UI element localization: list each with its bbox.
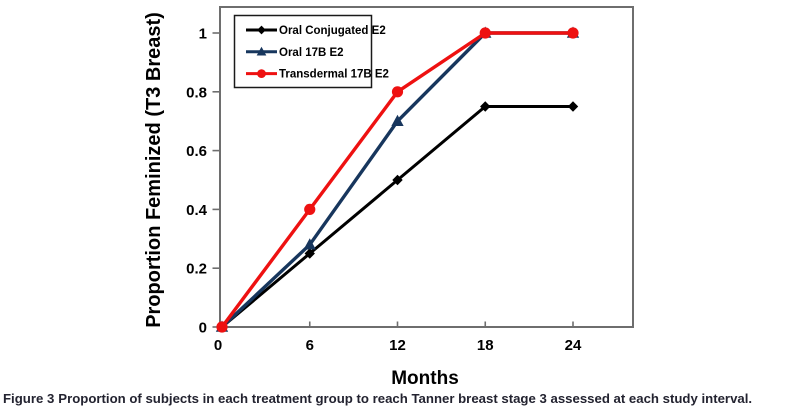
y-axis-tick-label: 1 xyxy=(199,26,207,43)
legend-label-oral-17b-e2: Oral 17B E2 xyxy=(279,47,344,59)
x-axis-title: Months xyxy=(391,368,459,389)
y-axis-title: Proportion Feminized (T3 Breast) xyxy=(143,12,165,328)
marker-diamond-oral-conjugated-e2 xyxy=(392,174,403,186)
marker-circle-transdermal-17b-e2 xyxy=(216,321,228,333)
legend-label-transdermal-17b-e2: Transdermal 17B E2 xyxy=(279,69,389,81)
y-axis-tick-label: 0.4 xyxy=(186,202,208,219)
marker-triangle-oral-17b-e2 xyxy=(303,238,316,250)
x-axis-tick-label: 0 xyxy=(214,337,222,354)
marker-diamond-oral-conjugated-e2 xyxy=(480,101,491,112)
legend-label-oral-conjugated-e2: Oral Conjugated E2 xyxy=(279,25,386,37)
legend-marker-oral-conjugated-e2 xyxy=(257,25,266,35)
legend-marker-transdermal-17b-e2 xyxy=(257,69,266,78)
figure-caption-label: Figure 3 xyxy=(3,391,55,406)
x-axis-tick-label: 24 xyxy=(565,337,582,354)
x-axis-tick-label: 12 xyxy=(389,337,406,354)
y-axis-tick-label: 0.6 xyxy=(186,143,207,160)
series-line-oral-conjugated-e2 xyxy=(220,105,575,329)
y-axis-tick-label: 0 xyxy=(199,320,207,337)
marker-circle-transdermal-17b-e2 xyxy=(567,27,579,39)
marker-circle-transdermal-17b-e2 xyxy=(304,203,316,215)
marker-circle-transdermal-17b-e2 xyxy=(479,27,491,39)
plot-area-border xyxy=(219,6,634,328)
marker-diamond-oral-conjugated-e2 xyxy=(304,248,315,259)
feminization-line-chart: 0 0.2 0.4 0.6 0.8 1 0 6 12 18 24 Months Proportion F… xyxy=(143,6,634,389)
figure-caption: Figure 3 Proportion of subjects in each t… xyxy=(3,391,793,408)
legend-marker-oral-17b-e2 xyxy=(256,46,267,56)
x-axis-tick-label: 18 xyxy=(477,337,494,354)
marker-triangle-oral-17b-e2 xyxy=(391,114,404,126)
x-axis-tick-label: 6 xyxy=(306,337,314,354)
figure-caption-text: Proportion of subjects in each treatment… xyxy=(58,391,753,406)
marker-circle-transdermal-17b-e2 xyxy=(391,86,404,98)
y-axis-tick-label: 0.2 xyxy=(186,261,207,278)
marker-diamond-oral-conjugated-e2 xyxy=(567,101,579,112)
y-axis-tick-label: 0.8 xyxy=(186,84,207,101)
